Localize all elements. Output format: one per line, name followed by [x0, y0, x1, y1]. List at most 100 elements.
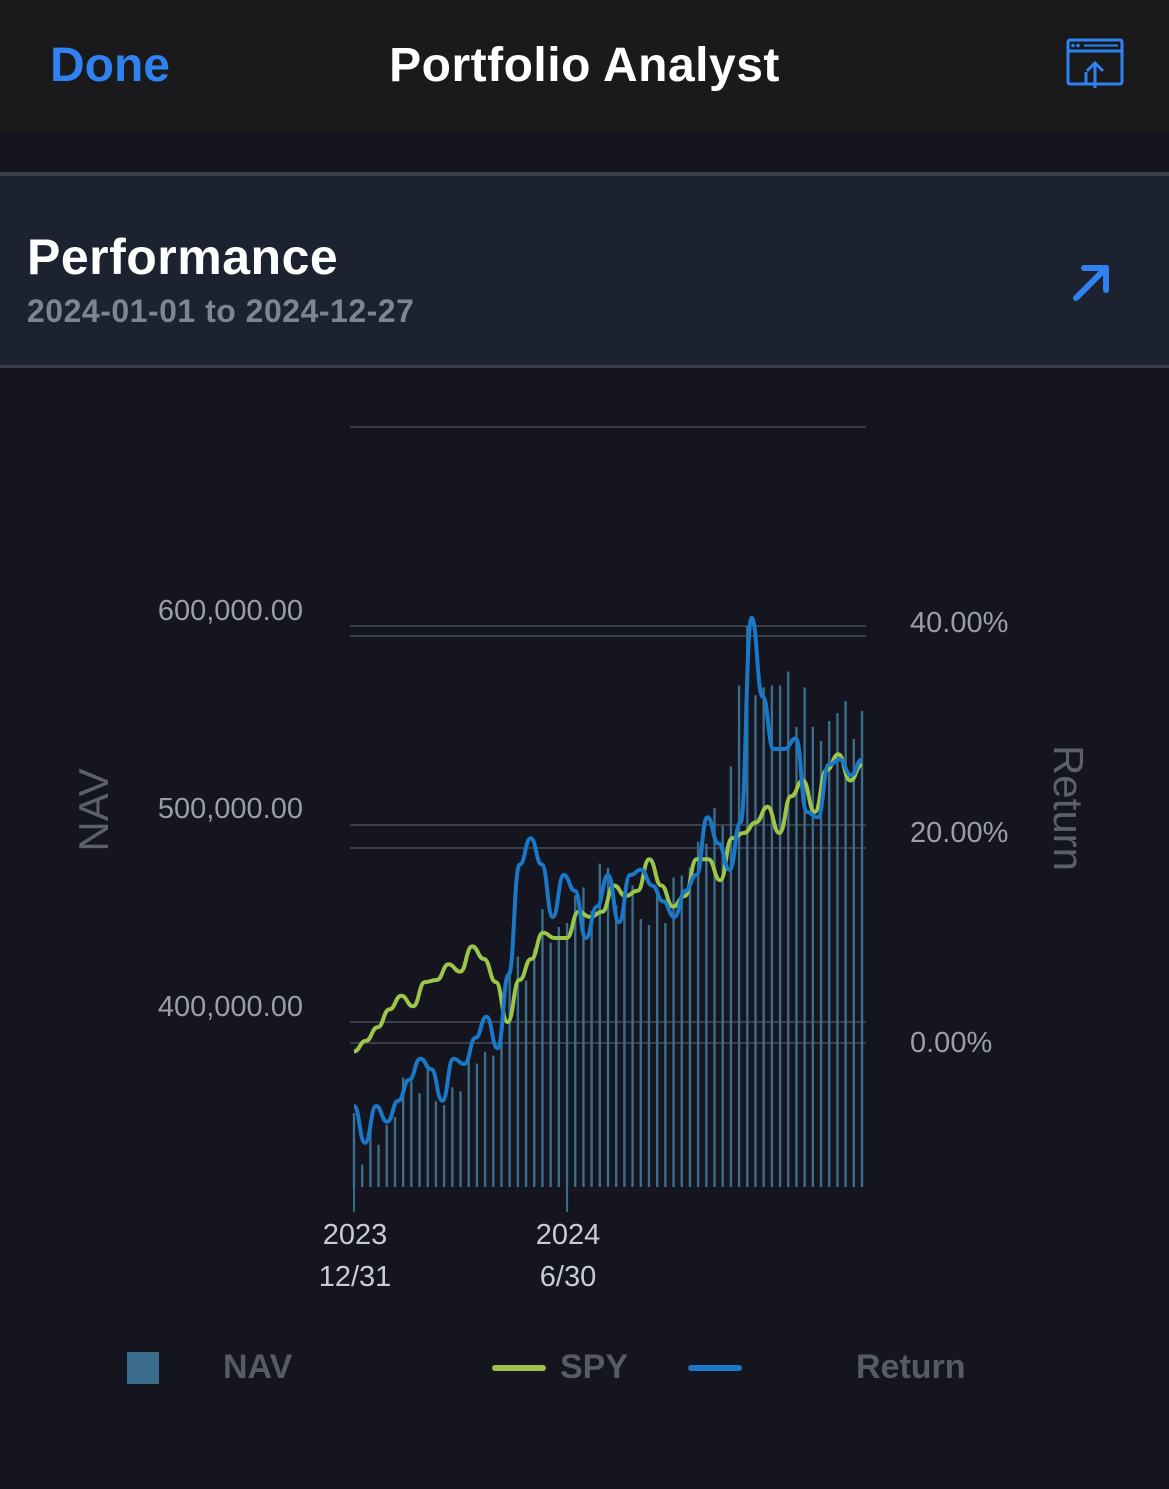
share-screen-icon[interactable]	[1066, 38, 1124, 92]
section-title: Performance	[27, 229, 339, 285]
nav-bar	[533, 948, 536, 1187]
nav-bar	[360, 1164, 364, 1187]
chart-axes: 400,000.00 500,000.00 600,000.00 0.00% 20.00…	[70, 595, 1092, 1293]
nav-bar	[492, 1055, 495, 1187]
nav-swatch	[127, 1351, 159, 1384]
y-left-tick-label: 600,000.00	[158, 595, 303, 627]
nav-bar	[639, 919, 642, 1187]
legend-item-return[interactable]: Return	[688, 1348, 966, 1387]
x-tick-label: 2023	[323, 1219, 388, 1251]
nav-bar	[401, 1077, 405, 1187]
nav-bar	[713, 808, 716, 1187]
nav-bar	[746, 626, 749, 1187]
nav-bar	[803, 687, 806, 1187]
y-right-tick-label: 20.00%	[910, 817, 1008, 849]
nav-bar	[565, 923, 569, 1187]
nav-bar	[614, 905, 618, 1187]
nav-bar	[606, 867, 610, 1187]
performance-header[interactable]: Performance 2024-01-01 to 2024-12-27	[0, 172, 1169, 368]
separator	[0, 132, 1169, 172]
nav-bar	[410, 1081, 413, 1187]
return-line	[352, 615, 863, 1145]
nav-bar	[631, 885, 634, 1187]
x-tick-label: 12/31	[319, 1261, 392, 1293]
y-left-tick-label: 400,000.00	[158, 991, 303, 1023]
nav-bar	[762, 687, 765, 1187]
nav-bar	[385, 1124, 388, 1187]
nav-bar	[500, 1041, 503, 1187]
chart-lines	[352, 615, 863, 1145]
nav-bar	[647, 924, 651, 1187]
nav-bar	[787, 671, 790, 1187]
nav-bar	[377, 1144, 380, 1187]
nav-bar	[852, 738, 856, 1187]
date-range: 2024-01-01 to 2024-12-27	[27, 293, 415, 329]
nav-bar	[475, 1063, 479, 1187]
nav-bar	[574, 895, 577, 1187]
nav-bar	[844, 701, 847, 1187]
nav-bar	[778, 685, 782, 1187]
legend-item-nav[interactable]: NAV	[127, 1348, 292, 1387]
nav-bar	[623, 901, 626, 1187]
nav-bar	[754, 695, 757, 1187]
nav-bar	[352, 1113, 356, 1187]
nav-bar	[459, 1091, 462, 1187]
nav-bar	[688, 867, 692, 1187]
nav-bar	[549, 942, 552, 1187]
nav-bar	[590, 911, 593, 1187]
nav-bar	[696, 841, 700, 1187]
nav-bar	[664, 923, 667, 1187]
nav-bar	[483, 1051, 487, 1187]
nav-bar	[451, 1087, 454, 1187]
spy-swatch	[492, 1364, 546, 1371]
nav-bar	[705, 843, 708, 1187]
nav-bar	[729, 766, 733, 1187]
return-swatch	[688, 1364, 742, 1371]
nav-bar	[557, 926, 561, 1187]
nav-bar	[516, 956, 520, 1187]
spy-line	[353, 752, 863, 1054]
nav-bar	[582, 887, 585, 1187]
nav-bar	[795, 726, 798, 1187]
y-right-tick-label: 40.00%	[910, 607, 1008, 639]
nav-bar	[811, 726, 815, 1187]
nav-bar	[828, 721, 831, 1187]
nav-bar	[721, 825, 724, 1187]
nav-bar	[442, 1105, 446, 1187]
nav-bar	[393, 1117, 397, 1187]
nav-bar	[770, 685, 774, 1187]
nav-bars	[352, 626, 864, 1187]
nav-bar	[860, 711, 864, 1187]
nav-bar	[418, 1093, 421, 1187]
y-right-axis-title: Return	[1045, 745, 1092, 871]
x-tick-label: 6/30	[540, 1261, 596, 1293]
performance-chart[interactable]: 400,000.00 500,000.00 600,000.00 0.00% 20.00…	[0, 368, 1169, 1328]
nav-bar	[541, 909, 544, 1187]
nav-bar	[467, 1057, 470, 1187]
y-right-tick-label: 0.00%	[910, 1027, 992, 1059]
done-button[interactable]: Done	[50, 39, 170, 92]
nav-bar	[524, 980, 528, 1187]
arrow-up-right-icon[interactable]	[1068, 258, 1116, 306]
legend-label: SPY	[560, 1348, 629, 1386]
legend-label: Return	[856, 1348, 966, 1386]
nav-bar	[426, 1065, 429, 1187]
nav-bar	[655, 895, 659, 1187]
nav-bar	[369, 1130, 372, 1187]
nav-bar	[680, 875, 683, 1187]
legend-item-spy[interactable]: SPY	[492, 1348, 628, 1387]
y-left-axis-title: NAV	[70, 768, 117, 851]
nav-bar	[508, 970, 511, 1187]
nav-bar	[737, 685, 741, 1187]
navigation-bar: Done Portfolio Analyst	[0, 0, 1169, 132]
nav-bar	[672, 877, 675, 1187]
chart-legend: NAV SPY Return	[0, 1330, 1169, 1410]
y-left-tick-label: 500,000.00	[158, 793, 303, 825]
nav-bar	[434, 1101, 438, 1187]
nav-bar	[819, 740, 823, 1187]
app-title: Portfolio Analyst	[389, 39, 780, 92]
nav-bar	[836, 713, 839, 1187]
legend-label: NAV	[223, 1348, 293, 1386]
x-tick-label: 2024	[536, 1219, 601, 1251]
nav-bar	[598, 863, 602, 1187]
